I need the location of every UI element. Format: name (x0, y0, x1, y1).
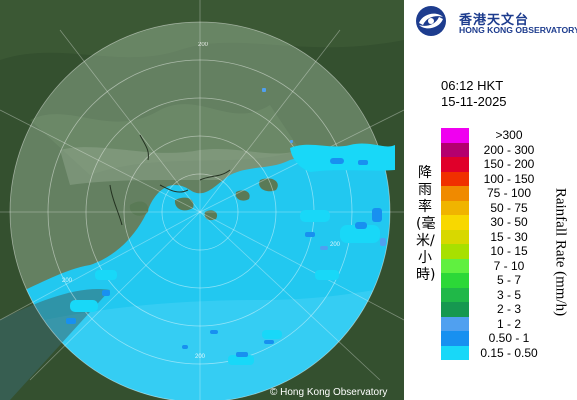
legend-label: 5 - 7 (496, 273, 521, 287)
org-name-chinese: 香港天文台 (459, 13, 530, 28)
org-name-english: HONG KONG OBSERVATORY (459, 25, 577, 35)
radar-map: 200 200 200 200 (0, 0, 404, 400)
range-label-north: 200 (198, 42, 209, 48)
legend-label: 15 - 30 (490, 229, 528, 244)
legend-unit-english-text: Rainfall Rate (mm/h) (552, 187, 569, 317)
hko-swirl-icon (416, 6, 446, 36)
legend-label: 50 - 75 (490, 200, 528, 215)
legend-label: 0.50 - 1 (488, 331, 530, 345)
range-labels: 200 200 200 200 (62, 42, 341, 360)
legend-color-swatch (441, 128, 469, 143)
copyright-credit: © Hong Kong Observatory (270, 387, 387, 398)
radar-spokes (0, 0, 404, 400)
legend-color-swatch (441, 157, 469, 172)
legend-label: 100 - 150 (483, 171, 535, 186)
range-label-south: 200 (195, 354, 206, 360)
range-label-west: 200 (62, 278, 73, 284)
legend-label: 75 - 100 (486, 186, 532, 200)
range-rings (9, 21, 391, 400)
legend-label: 150 - 200 (483, 157, 535, 171)
legend-color-swatch (441, 229, 469, 244)
info-panel: 香港天文台 HONG KONG OBSERVATORY 06:12 HKT 15… (404, 0, 577, 400)
legend-label: 200 - 300 (483, 142, 535, 157)
legend-color-swatch (441, 142, 469, 157)
legend-label: 10 - 15 (490, 244, 528, 258)
legend-label: >300 (495, 128, 523, 142)
legend-color-swatch (441, 345, 469, 360)
mountain-terrain (0, 0, 404, 60)
legend-color-swatch (441, 244, 469, 259)
legend-color-swatch (441, 200, 469, 215)
outer-sea (0, 289, 110, 400)
observation-time: 06:12 HKT (441, 78, 504, 93)
legend-unit-english: Rainfall Rate (mm/h) (550, 142, 570, 362)
legend-color-swatch (441, 287, 469, 302)
legend-label: 2 - 3 (496, 302, 521, 316)
rain-echoes (66, 88, 395, 365)
hko-logo: 香港天文台 HONG KONG OBSERVATORY (411, 4, 577, 40)
legend-unit-chinese: 降雨率(毫米/小時) (416, 165, 436, 283)
legend-color-swatch (441, 331, 469, 346)
legend-color-swatch (441, 273, 469, 288)
legend-label: 0.15 - 0.50 (480, 345, 538, 360)
valley-terrain (30, 104, 300, 175)
legend-label: 7 - 10 (493, 258, 525, 273)
radar-map-canvas: 200 200 200 200 (0, 0, 404, 400)
range-label-east: 200 (330, 242, 341, 248)
legend-label: 3 - 5 (496, 287, 521, 302)
legend-color-swatch (441, 302, 469, 317)
legend-color-swatch (441, 171, 469, 186)
legend-color-swatch (441, 186, 469, 201)
islands (129, 178, 278, 221)
legend-label: 30 - 50 (490, 215, 528, 229)
coastline (109, 134, 231, 226)
legend-color-swatch (441, 258, 469, 273)
legend-color-swatch (441, 316, 469, 331)
legend-label: 1 - 2 (496, 316, 521, 331)
legend-color-swatch (441, 215, 469, 230)
observation-date: 15-11-2025 (441, 94, 507, 109)
